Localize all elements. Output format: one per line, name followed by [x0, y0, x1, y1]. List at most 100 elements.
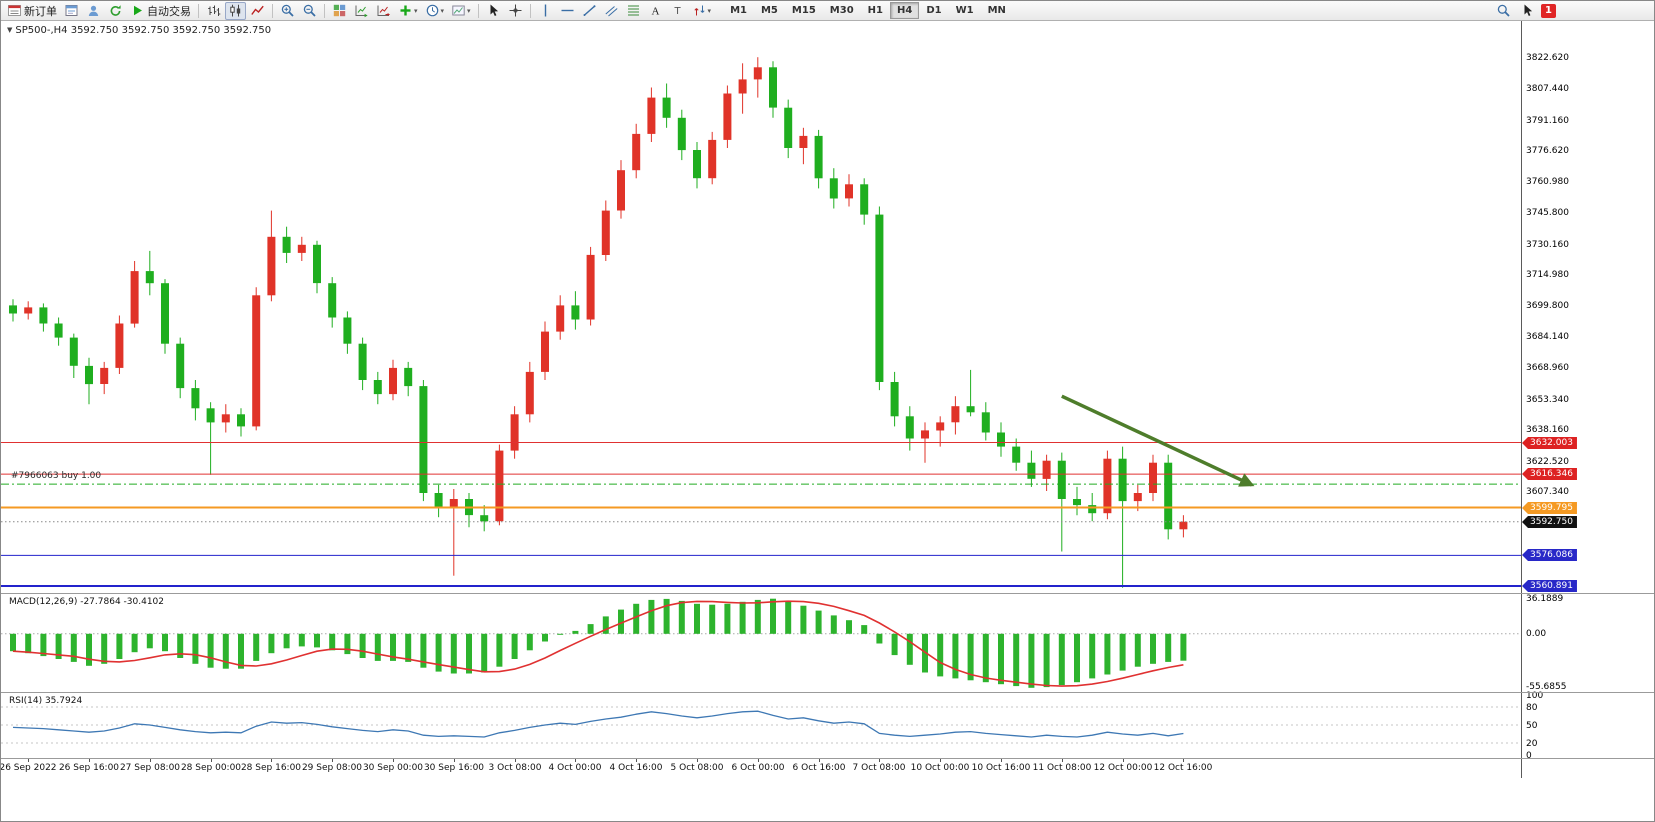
price-axis-label: 3822.620 — [1526, 53, 1569, 63]
time-axis-label: 30 Sep 16:00 — [423, 763, 485, 773]
hline-button[interactable] — [557, 2, 578, 20]
timeframe-h1[interactable]: H1 — [867, 5, 883, 16]
bar-chart-icon — [206, 3, 221, 18]
price-axis-label: 3699.800 — [1526, 301, 1569, 311]
time-tick — [819, 759, 820, 762]
pane-separator[interactable] — [1, 692, 1654, 693]
price-axis-label: 3760.980 — [1526, 177, 1569, 187]
crosshair-button[interactable] — [505, 2, 526, 20]
time-axis-label: 12 Oct 00:00 — [1093, 763, 1153, 773]
time-axis-label: 4 Oct 00:00 — [548, 763, 602, 773]
time-tick — [575, 759, 576, 762]
new-order-icon — [7, 3, 22, 18]
price-tag: 3616.346 — [1522, 468, 1577, 480]
time-tick — [211, 759, 212, 762]
timeframe-w1[interactable]: W1 — [955, 5, 974, 16]
dropdown-caret-icon: ▾ — [440, 6, 445, 15]
toolbar-separator — [272, 3, 273, 18]
refresh-button[interactable] — [105, 2, 126, 20]
tile-windows-icon — [332, 3, 347, 18]
label-button[interactable]: T — [667, 2, 688, 20]
vline-icon — [538, 3, 553, 18]
search-icon — [1496, 3, 1511, 18]
clock-icon — [425, 3, 440, 18]
cursor-button[interactable] — [483, 2, 504, 20]
price-axis-label: 3638.160 — [1526, 425, 1569, 435]
time-axis-label: 28 Sep 16:00 — [240, 763, 302, 773]
svg-text:T: T — [673, 6, 681, 17]
time-tick — [515, 759, 516, 762]
market-watch-icon — [64, 3, 79, 18]
toolbar-separator — [529, 3, 531, 18]
timeframe-m1[interactable]: M1 — [730, 5, 747, 16]
rsi-panel[interactable] — [1, 693, 1521, 758]
candlestick-button[interactable] — [225, 1, 246, 20]
symbol-marker-icon: ▼ — [7, 26, 13, 34]
price-chart[interactable] — [1, 21, 1521, 593]
text-button[interactable]: A — [645, 2, 666, 20]
rsi-axis-label: 20 — [1526, 739, 1538, 749]
time-axis-label: 7 Oct 08:00 — [852, 763, 906, 773]
time-tick — [879, 759, 880, 762]
bar-chart-button[interactable] — [203, 2, 224, 20]
time-tick — [1062, 759, 1063, 762]
pane-separator — [1, 758, 1654, 759]
arrows-icon — [692, 3, 707, 18]
time-axis-label: 29 Sep 08:00 — [301, 763, 363, 773]
time-tick — [1001, 759, 1002, 762]
new-order-button[interactable]: 新订单 — [4, 2, 60, 20]
time-axis-label: 3 Oct 08:00 — [488, 763, 542, 773]
tile-windows-button[interactable] — [329, 2, 350, 20]
autotrade-button[interactable]: 自动交易 — [127, 2, 194, 20]
chart-shift-button[interactable] — [373, 2, 394, 20]
timeframe-d1[interactable]: D1 — [926, 5, 942, 16]
time-tick — [454, 759, 455, 762]
search-button[interactable] — [1493, 2, 1514, 20]
zoom-in-icon — [280, 3, 295, 18]
indicators-button[interactable]: ▾ — [395, 2, 421, 20]
toolbar-separator — [477, 3, 479, 18]
time-axis-label: 12 Oct 16:00 — [1153, 763, 1213, 773]
timeframe-m5[interactable]: M5 — [760, 5, 778, 16]
time-axis-label: 26 Sep 16:00 — [58, 763, 120, 773]
line-chart-button[interactable] — [247, 2, 268, 20]
fibo-button[interactable] — [623, 2, 644, 20]
add-indicator-icon — [398, 3, 413, 18]
pane-separator[interactable] — [1, 593, 1654, 594]
crosshair-icon — [508, 3, 523, 18]
time-axis-label: 28 Sep 00:00 — [180, 763, 242, 773]
timeframe-h4[interactable]: H4 — [889, 2, 920, 19]
notification-badge[interactable]: 1 — [1541, 3, 1556, 18]
trend-arrow[interactable] — [1061, 394, 1255, 487]
timeframe-m30[interactable]: M30 — [829, 5, 854, 16]
symbol-ohlc-label: ▼ SP500-,H4 3592.750 3592.750 3592.750 35… — [7, 25, 271, 36]
price-tag: 3632.003 — [1522, 437, 1577, 449]
timeframe-mn[interactable]: MN — [987, 5, 1006, 16]
pointer-button[interactable] — [1517, 2, 1538, 20]
rsi-axis-label: 100 — [1526, 691, 1544, 701]
timeframe-m15[interactable]: M15 — [791, 5, 816, 16]
open-position-label: #7966063 buy 1.00 — [11, 471, 102, 481]
vline-button[interactable] — [535, 2, 556, 20]
price-axis-label: 3653.340 — [1526, 395, 1569, 405]
charts-window-button[interactable] — [61, 2, 82, 20]
zoom-out-icon — [302, 3, 317, 18]
time-axis: 26 Sep 2022 26 Sep 16:00 27 Sep 08:00 28 Se… — [1, 759, 1521, 777]
line-chart-icon — [250, 3, 265, 18]
time-tick — [393, 759, 394, 762]
rsi-axis-label: 50 — [1526, 721, 1538, 731]
text-icon: A — [648, 3, 663, 18]
macd-panel[interactable] — [1, 594, 1521, 692]
auto-scroll-button[interactable] — [351, 2, 372, 20]
zoom-in-button[interactable] — [277, 2, 298, 20]
zoom-out-button[interactable] — [299, 2, 320, 20]
periods-button[interactable]: ▾ — [422, 2, 448, 20]
profile-button[interactable] — [83, 2, 104, 20]
templates-button[interactable]: ▾ — [448, 2, 474, 20]
channel-icon — [604, 3, 619, 18]
candlestick-icon — [228, 3, 243, 18]
arrows-button[interactable]: ▾ — [689, 2, 715, 20]
trendline-button[interactable] — [579, 2, 600, 20]
channel-button[interactable] — [601, 2, 622, 20]
autotrade-button-label: 自动交易 — [147, 4, 191, 18]
